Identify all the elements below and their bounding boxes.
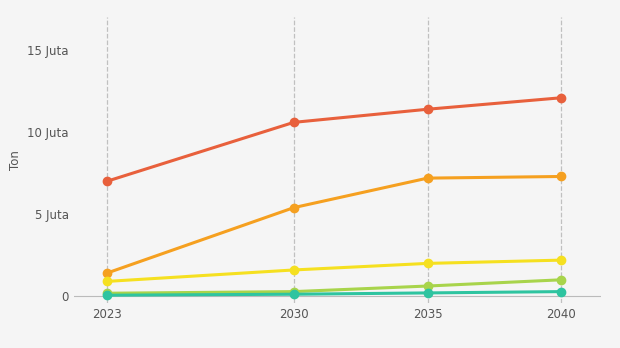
Y-axis label: Ton: Ton bbox=[9, 150, 22, 170]
